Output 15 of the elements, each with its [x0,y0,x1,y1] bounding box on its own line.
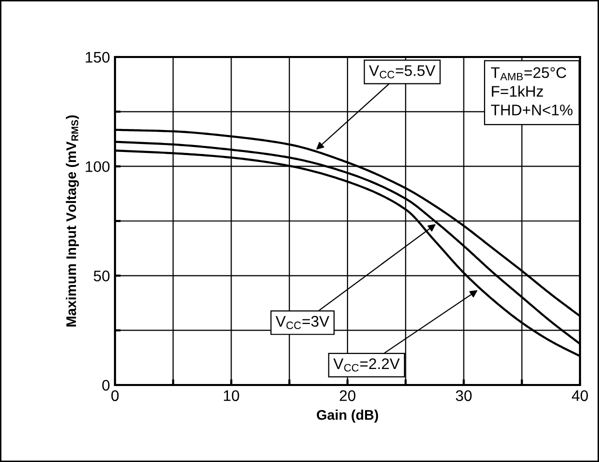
x-tick-label: 30 [456,390,472,402]
annotation: V$_{CC}$=2.2V [333,358,400,372]
y-tick-label: 50 [94,270,110,282]
y-axis-title: Maximum Input Voltage (mV$_{RMS}$) [66,115,79,326]
x-tick-label: 0 [111,390,119,402]
x-tick-label: 40 [572,390,588,402]
annotation: V$_{CC}$=5.5V [368,65,436,78]
annotation: T$_{AMB}$=25°C F=1kHz THD+N<1% [491,67,572,116]
x-tick-label: 20 [340,390,356,402]
y-tick-label: 150 [86,52,110,63]
y-tick-label: 0 [102,380,110,391]
annotation: V$_{CC}$=3V [276,316,330,330]
y-tick-label: 100 [86,161,110,172]
x-axis-title: Gain (dB) [316,410,378,423]
x-tick-label: 10 [224,390,240,402]
